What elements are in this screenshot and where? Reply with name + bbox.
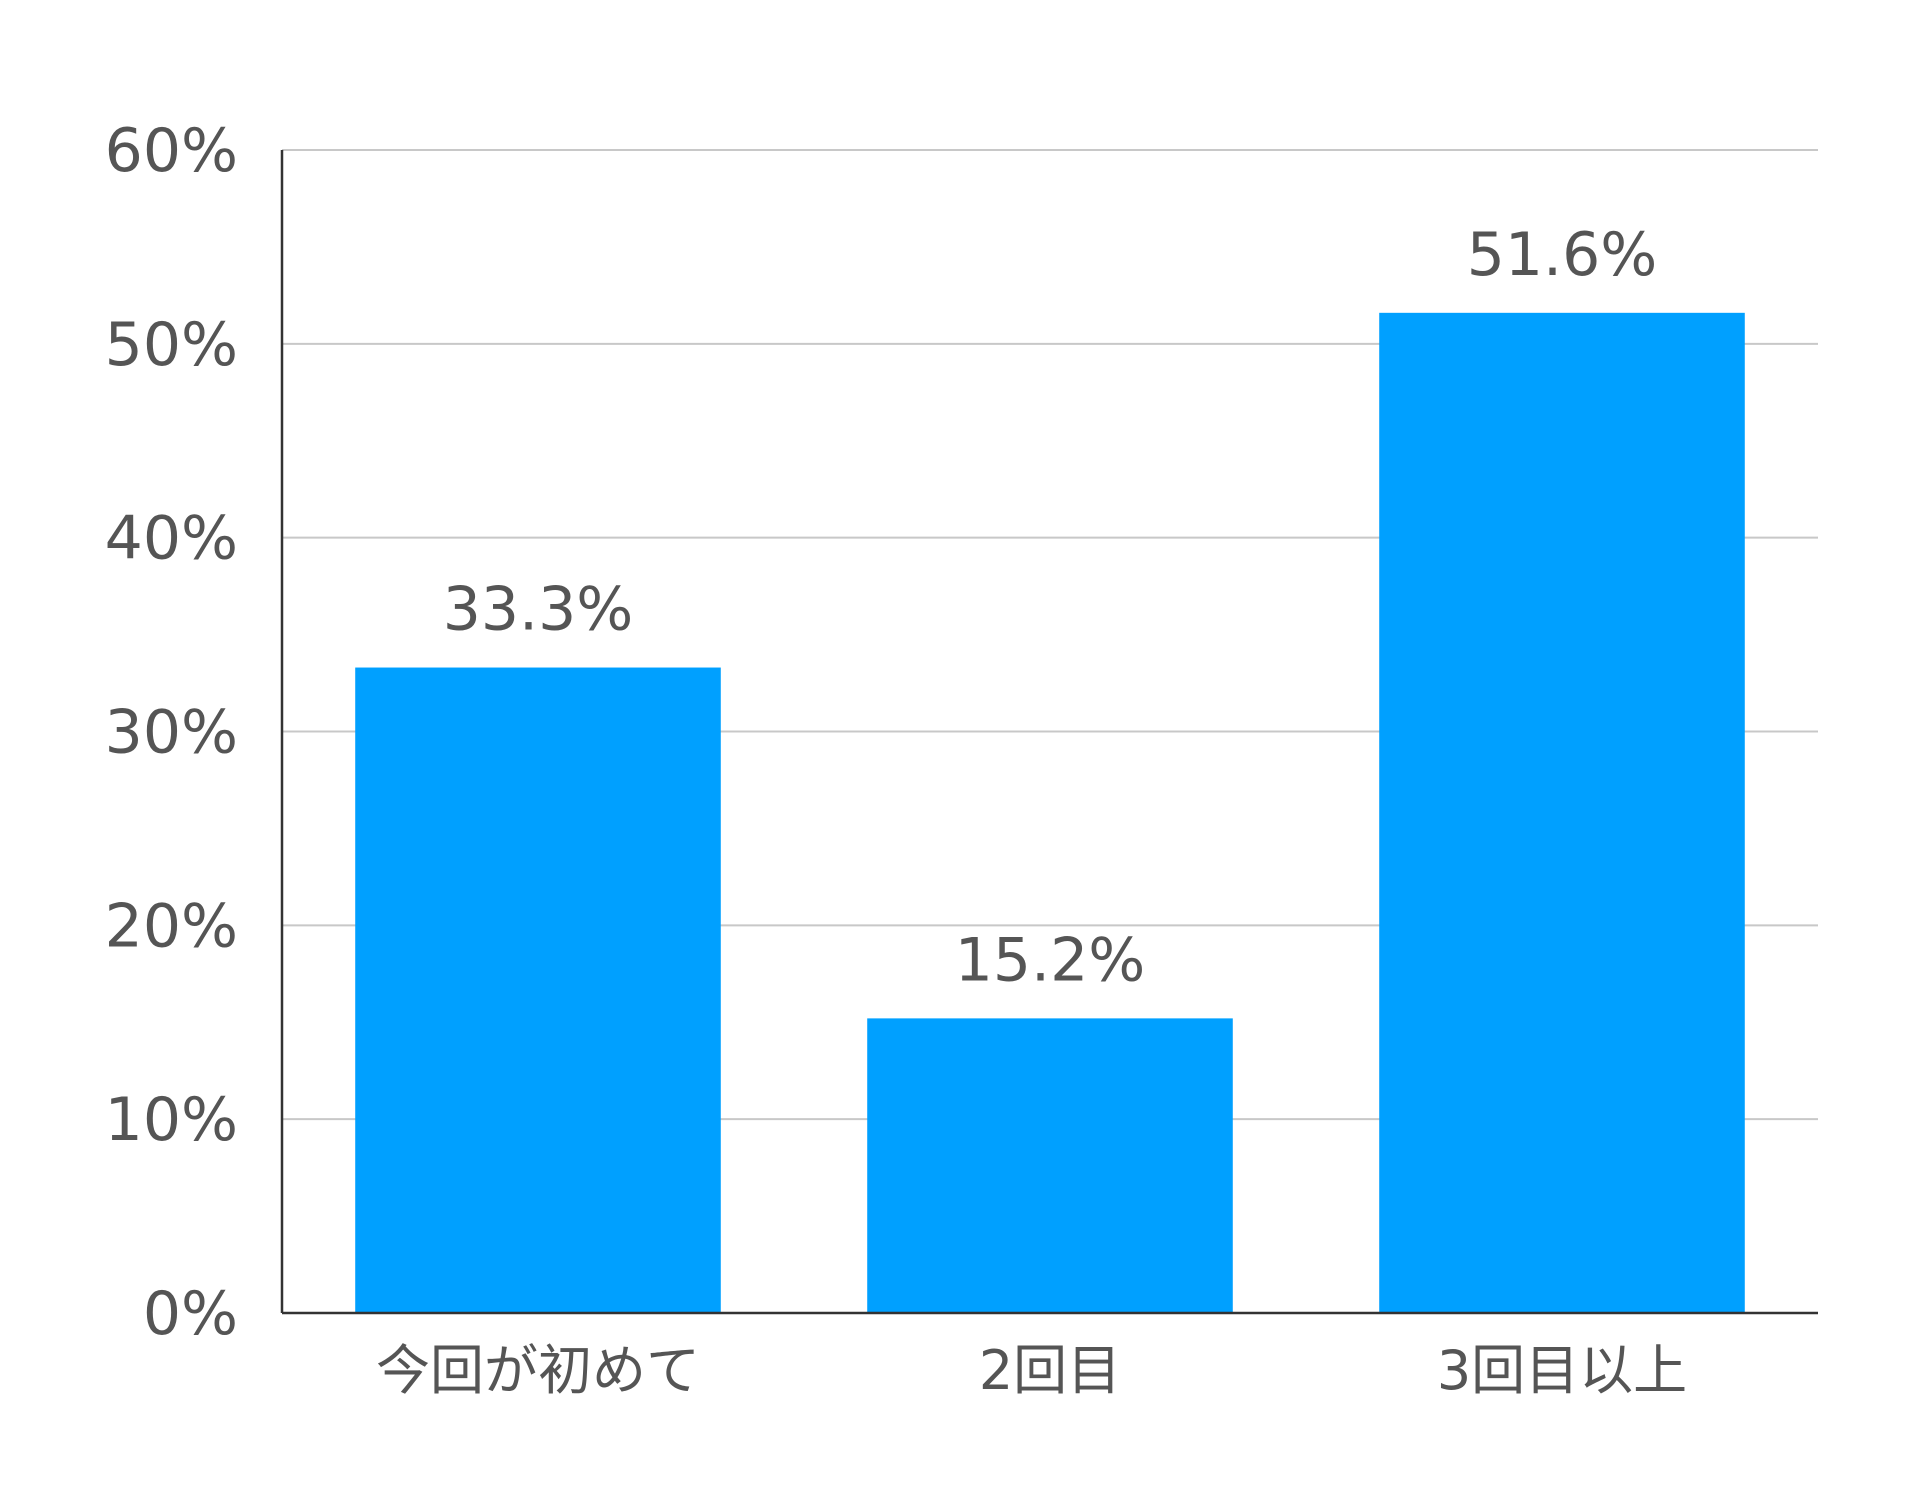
y-tick-label: 0% bbox=[143, 1279, 238, 1349]
bars bbox=[355, 312, 1745, 1313]
bar bbox=[355, 667, 721, 1313]
x-category-label: 今回が初めて bbox=[376, 1339, 700, 1402]
bar bbox=[867, 1018, 1233, 1313]
labels: 0% 10% 20% 30% 40% 50% 60% 33.3% 今回が初めて 15.2% 2回目 5… bbox=[105, 116, 1688, 1402]
y-tick-label: 40% bbox=[105, 504, 238, 574]
data-label: 33.3% bbox=[443, 575, 634, 645]
x-category-label: 2回目 bbox=[979, 1339, 1121, 1402]
axes bbox=[280, 150, 1818, 1315]
x-category-label: 3回目以上 bbox=[1437, 1339, 1687, 1402]
bar bbox=[1379, 312, 1745, 1313]
data-label: 15.2% bbox=[955, 925, 1146, 995]
y-tick-label: 30% bbox=[105, 698, 238, 768]
y-tick-label: 20% bbox=[105, 891, 238, 961]
y-tick-label: 10% bbox=[105, 1085, 238, 1155]
data-label: 51.6% bbox=[1467, 220, 1658, 290]
y-tick-label: 60% bbox=[105, 116, 238, 186]
y-tick-label: 50% bbox=[105, 310, 238, 380]
